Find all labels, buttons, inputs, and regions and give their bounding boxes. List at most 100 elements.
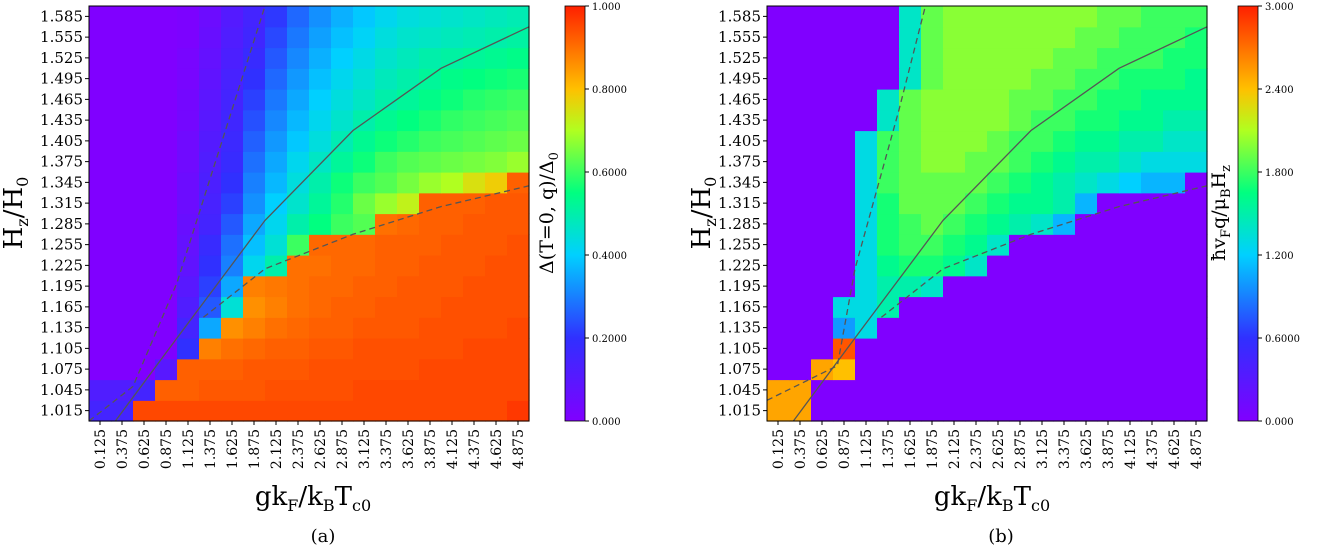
heatmap-cell — [177, 47, 200, 69]
heatmap-cell — [419, 400, 442, 422]
heatmap-cell — [111, 296, 134, 318]
heatmap-cell — [1097, 317, 1120, 339]
heatmap-cell — [965, 234, 988, 256]
heatmap-cell — [1163, 255, 1186, 277]
heatmap-cell — [111, 89, 134, 111]
heatmap-cell — [1053, 26, 1076, 49]
colorbar-tick-label: 1.000 — [592, 2, 621, 13]
heatmap-cell — [1031, 296, 1054, 318]
heatmap-cell — [507, 400, 530, 422]
x-tick-label: 3.375 — [379, 429, 395, 469]
heatmap-cell — [177, 379, 200, 401]
heatmap-cell — [309, 6, 332, 28]
heatmap-cell — [1185, 338, 1208, 360]
heatmap-cell — [419, 317, 442, 339]
heatmap-cell — [1031, 213, 1054, 235]
heatmap-cell — [1053, 89, 1076, 111]
heatmap-cell — [221, 358, 244, 381]
heatmap-cell — [199, 89, 222, 111]
y-tick-label: 1.225 — [718, 256, 761, 274]
heatmap-cell — [419, 6, 442, 28]
colorbar-gradient — [1237, 5, 1259, 422]
colorbar-tick-label: 2.400 — [1265, 85, 1294, 96]
heatmap-cell — [833, 338, 856, 360]
heatmap-cell — [353, 47, 376, 69]
heatmap-cell — [111, 68, 134, 90]
heatmap-cell — [1009, 68, 1032, 90]
y-tick-label: 1.105 — [718, 339, 761, 357]
heatmap-cell — [265, 213, 288, 235]
heatmap-cell — [265, 379, 288, 401]
heatmap-cell — [1075, 234, 1098, 256]
heatmap-cell — [441, 68, 464, 90]
heatmap-cell — [877, 130, 900, 152]
heatmap-cell — [899, 296, 922, 318]
phase-boundary-line — [766, 5, 927, 401]
heatmap-cell — [485, 130, 508, 152]
y-tick-label: 1.405 — [40, 132, 83, 150]
heatmap-cell — [1141, 6, 1164, 28]
heatmap-cell — [833, 400, 856, 422]
colorbar-tick-label: 1.200 — [1265, 251, 1294, 262]
heatmap-cell — [243, 317, 266, 339]
heatmap-cell — [463, 172, 486, 194]
heatmap-cell — [441, 130, 464, 152]
x-tick-label: 4.125 — [1123, 429, 1139, 469]
heatmap-cell — [1031, 358, 1054, 381]
y-tick-label: 1.195 — [718, 277, 761, 295]
panel-b-colorbar: 0.000 0.6000 1.200 1.800 2.400 3.000 — [1237, 2, 1300, 428]
heatmap-cell — [177, 89, 200, 111]
heatmap-cell — [899, 213, 922, 235]
heatmap-cell — [243, 338, 266, 360]
heatmap-cell — [287, 151, 310, 173]
heatmap-cell — [899, 151, 922, 173]
heatmap-cell — [353, 234, 376, 256]
heatmap-cell — [1119, 109, 1142, 132]
heatmap-cell — [441, 400, 464, 422]
heatmap-cell — [767, 130, 790, 152]
heatmap-cell — [789, 130, 812, 152]
x-tick-label: 0.125 — [771, 429, 787, 469]
heatmap-cell — [1119, 255, 1142, 277]
heatmap-cell — [1163, 275, 1186, 298]
heatmap-cell — [463, 89, 486, 111]
heatmap-cell — [965, 192, 988, 215]
heatmap-cell — [965, 47, 988, 69]
heatmap-cell — [1031, 379, 1054, 401]
heatmap-cell — [943, 213, 966, 235]
heatmap-cell — [789, 172, 812, 194]
colorbar-tick-label: 0.2000 — [592, 334, 627, 345]
heatmap-cell — [353, 89, 376, 111]
heatmap-cell — [921, 213, 944, 235]
heatmap-cell — [309, 47, 332, 69]
heatmap-cell — [441, 379, 464, 401]
heatmap-cell — [1141, 379, 1164, 401]
heatmap-cell — [397, 275, 420, 298]
heatmap-cell — [507, 130, 530, 152]
heatmap-cell — [1119, 6, 1142, 28]
heatmap-cell — [265, 358, 288, 381]
heatmap-cell — [943, 234, 966, 256]
y-tick-label: 1.345 — [718, 173, 761, 191]
heatmap-cell — [877, 26, 900, 49]
heatmap-cell — [1009, 172, 1032, 194]
heatmap-cell — [331, 172, 354, 194]
heatmap-cell — [789, 379, 812, 401]
colorbar-tick-label: 0.4000 — [592, 251, 627, 262]
colorbar-tick-label: 0.6000 — [1265, 334, 1300, 345]
heatmap-cell — [1075, 6, 1098, 28]
heatmap-cell — [1031, 151, 1054, 173]
colorbar-tick-label: 0.8000 — [592, 85, 627, 96]
heatmap-cell — [243, 89, 266, 111]
heatmap-cell — [1053, 296, 1076, 318]
heatmap-cell — [419, 296, 442, 318]
y-tick-label: 1.195 — [40, 277, 83, 295]
heatmap-cell — [111, 172, 134, 194]
heatmap-cell — [811, 379, 834, 401]
heatmap-cell — [1031, 400, 1054, 422]
x-tick-label: 4.875 — [511, 429, 527, 469]
heatmap-cell — [1185, 26, 1208, 49]
heatmap-cell — [485, 151, 508, 173]
heatmap-cell — [353, 379, 376, 401]
heatmap-cell — [199, 275, 222, 298]
